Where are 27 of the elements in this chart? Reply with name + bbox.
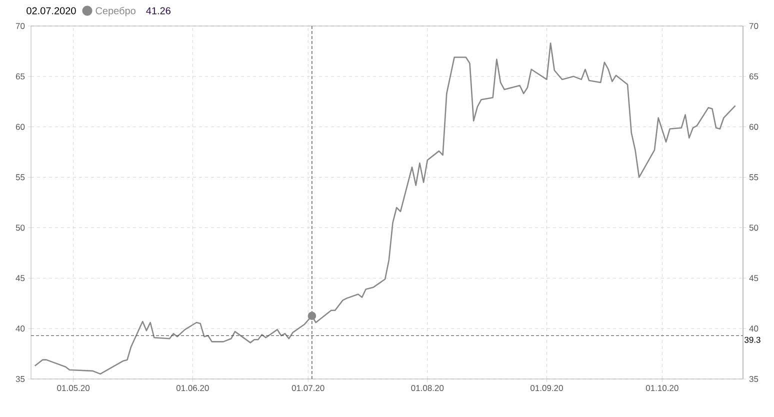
x-tick-label: 01.07.20: [292, 385, 324, 392]
y2-tick-label: 50: [749, 224, 758, 231]
y2-tick-label: 35: [749, 376, 758, 382]
y-tick-label: 65: [16, 73, 25, 80]
ref-line-label: 39.3: [744, 336, 760, 343]
legend-label: Серебро: [96, 6, 136, 16]
x-tick-label: 01.10.20: [646, 385, 678, 392]
x-tick-label: 01.08.20: [411, 385, 444, 392]
y-tick-label: 55: [16, 174, 25, 180]
y-tick-label: 60: [16, 124, 25, 130]
y-tick-label: 40: [16, 326, 25, 332]
y-tick-label: 70: [16, 22, 25, 29]
y2-tick-label: 60: [749, 124, 758, 130]
y2-tick-label: 40: [749, 326, 758, 332]
x-tick-label: 01.09.20: [530, 385, 563, 392]
text: 41.26: [146, 7, 170, 14]
x-tick-label: 01.05.20: [57, 385, 90, 392]
text: 02.07.2020: [26, 7, 76, 14]
y-tick-label: 45: [16, 275, 25, 282]
y2-tick-label: 45: [749, 275, 758, 282]
y2-tick-label: 70: [749, 22, 758, 29]
y-tick-label: 35: [16, 376, 25, 382]
y2-tick-label: 55: [749, 174, 758, 180]
y-tick-label: 50: [16, 224, 25, 231]
y2-tick-label: 65: [749, 73, 758, 80]
line-series: [34, 42, 736, 375]
x-tick-label: 01.06.20: [176, 385, 209, 392]
